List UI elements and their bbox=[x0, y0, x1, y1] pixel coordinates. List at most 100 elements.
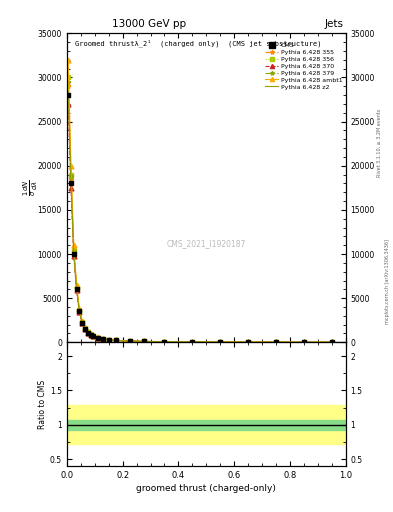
Pythia 6.428 356 bbox=[88, 331, 93, 337]
Line: Pythia 6.428 ambt1: Pythia 6.428 ambt1 bbox=[66, 57, 334, 345]
Pythia 6.428 ambt1 bbox=[101, 336, 105, 342]
CMS bbox=[302, 339, 307, 345]
Pythia 6.428 355 bbox=[113, 337, 118, 344]
Pythia 6.428 379 bbox=[141, 338, 146, 345]
Line: Pythia 6.428 z2: Pythia 6.428 z2 bbox=[68, 91, 332, 342]
Text: mcplots.cern.ch [arXiv:1306.3436]: mcplots.cern.ch [arXiv:1306.3436] bbox=[385, 239, 389, 324]
Pythia 6.428 355 bbox=[141, 338, 146, 345]
Pythia 6.428 379 bbox=[218, 339, 222, 345]
Pythia 6.428 355 bbox=[274, 339, 278, 345]
Pythia 6.428 356 bbox=[113, 337, 118, 344]
CMS bbox=[329, 339, 334, 345]
Pythia 6.428 356 bbox=[85, 329, 90, 335]
Pythia 6.428 ambt1 bbox=[88, 331, 93, 337]
Pythia 6.428 356 bbox=[72, 247, 76, 253]
Pythia 6.428 370 bbox=[80, 320, 84, 326]
Pythia 6.428 379 bbox=[91, 333, 95, 339]
Pythia 6.428 z2 bbox=[274, 339, 278, 345]
Pythia 6.428 z2 bbox=[190, 339, 195, 345]
Pythia 6.428 355 bbox=[127, 338, 132, 344]
Pythia 6.428 z2 bbox=[69, 179, 73, 185]
Pythia 6.428 ambt1 bbox=[190, 339, 195, 345]
CMS bbox=[91, 333, 95, 339]
Pythia 6.428 379 bbox=[246, 339, 251, 345]
CMS bbox=[101, 336, 105, 342]
Pythia 6.428 370 bbox=[246, 339, 251, 345]
Text: CMS_2021_I1920187: CMS_2021_I1920187 bbox=[167, 239, 246, 248]
Pythia 6.428 356 bbox=[190, 339, 195, 345]
Pythia 6.428 379 bbox=[95, 334, 100, 340]
Pythia 6.428 370 bbox=[106, 337, 111, 343]
Pythia 6.428 356 bbox=[162, 338, 167, 345]
Pythia 6.428 356 bbox=[66, 74, 71, 80]
Pythia 6.428 z2 bbox=[66, 88, 71, 94]
Pythia 6.428 z2 bbox=[88, 332, 93, 338]
Pythia 6.428 379 bbox=[69, 173, 73, 179]
Pythia 6.428 ambt1 bbox=[141, 338, 146, 345]
Pythia 6.428 355 bbox=[66, 83, 71, 89]
Pythia 6.428 z2 bbox=[77, 308, 82, 314]
Pythia 6.428 z2 bbox=[106, 337, 111, 343]
Pythia 6.428 356 bbox=[274, 339, 278, 345]
Pythia 6.428 379 bbox=[101, 336, 105, 342]
Pythia 6.428 z2 bbox=[127, 338, 132, 344]
CMS bbox=[85, 330, 90, 336]
Pythia 6.428 356 bbox=[91, 333, 95, 339]
Legend: CMS, Pythia 6.428 355, Pythia 6.428 356, Pythia 6.428 370, Pythia 6.428 379, Pyt: CMS, Pythia 6.428 355, Pythia 6.428 356,… bbox=[265, 42, 343, 90]
Pythia 6.428 355 bbox=[246, 339, 251, 345]
Pythia 6.428 370 bbox=[127, 338, 132, 344]
Pythia 6.428 ambt1 bbox=[91, 333, 95, 339]
Pythia 6.428 ambt1 bbox=[274, 339, 278, 345]
CMS bbox=[95, 335, 100, 341]
Pythia 6.428 ambt1 bbox=[302, 339, 307, 345]
Pythia 6.428 ambt1 bbox=[218, 339, 222, 345]
Pythia 6.428 370 bbox=[329, 339, 334, 345]
Pythia 6.428 356 bbox=[101, 336, 105, 342]
Pythia 6.428 ambt1 bbox=[80, 318, 84, 324]
CMS bbox=[141, 338, 146, 345]
Pythia 6.428 356 bbox=[83, 325, 87, 331]
Pythia 6.428 z2 bbox=[80, 319, 84, 326]
Pythia 6.428 ambt1 bbox=[77, 306, 82, 312]
Text: Groomed thrustλ_2¹  (charged only)  (CMS jet substructure): Groomed thrustλ_2¹ (charged only) (CMS j… bbox=[75, 39, 322, 47]
Pythia 6.428 355 bbox=[85, 329, 90, 335]
Pythia 6.428 370 bbox=[88, 332, 93, 338]
Pythia 6.428 355 bbox=[80, 319, 84, 326]
Text: $\frac{1}{\sigma}\frac{dN}{d\lambda}$: $\frac{1}{\sigma}\frac{dN}{d\lambda}$ bbox=[21, 179, 40, 196]
Pythia 6.428 379 bbox=[66, 79, 71, 85]
Pythia 6.428 370 bbox=[72, 253, 76, 259]
X-axis label: groomed thrust (charged-only): groomed thrust (charged-only) bbox=[136, 484, 276, 493]
Pythia 6.428 z2 bbox=[85, 329, 90, 335]
Line: Pythia 6.428 355: Pythia 6.428 355 bbox=[66, 84, 334, 345]
Pythia 6.428 z2 bbox=[91, 333, 95, 339]
Pythia 6.428 379 bbox=[83, 326, 87, 332]
CMS bbox=[88, 332, 93, 338]
Pythia 6.428 z2 bbox=[246, 339, 251, 345]
Pythia 6.428 370 bbox=[190, 339, 195, 345]
CMS bbox=[74, 286, 79, 292]
Pythia 6.428 379 bbox=[88, 331, 93, 337]
Pythia 6.428 355 bbox=[162, 338, 167, 345]
Pythia 6.428 355 bbox=[95, 334, 100, 340]
Line: Pythia 6.428 370: Pythia 6.428 370 bbox=[66, 101, 334, 345]
Pythia 6.428 355 bbox=[69, 176, 73, 182]
Pythia 6.428 379 bbox=[85, 329, 90, 335]
CMS bbox=[127, 338, 132, 344]
Pythia 6.428 356 bbox=[302, 339, 307, 345]
Pythia 6.428 z2 bbox=[141, 338, 146, 345]
Pythia 6.428 355 bbox=[218, 339, 222, 345]
Pythia 6.428 379 bbox=[106, 336, 111, 343]
Pythia 6.428 379 bbox=[302, 339, 307, 345]
Pythia 6.428 356 bbox=[127, 338, 132, 344]
Pythia 6.428 370 bbox=[141, 338, 146, 345]
Pythia 6.428 ambt1 bbox=[74, 282, 79, 288]
Pythia 6.428 356 bbox=[69, 172, 73, 178]
Pythia 6.428 379 bbox=[190, 339, 195, 345]
Pythia 6.428 z2 bbox=[218, 339, 222, 345]
CMS bbox=[69, 180, 73, 186]
Pythia 6.428 z2 bbox=[72, 250, 76, 256]
Pythia 6.428 355 bbox=[91, 333, 95, 339]
Line: CMS: CMS bbox=[66, 93, 334, 345]
Pythia 6.428 370 bbox=[218, 339, 222, 345]
CMS bbox=[77, 308, 82, 314]
